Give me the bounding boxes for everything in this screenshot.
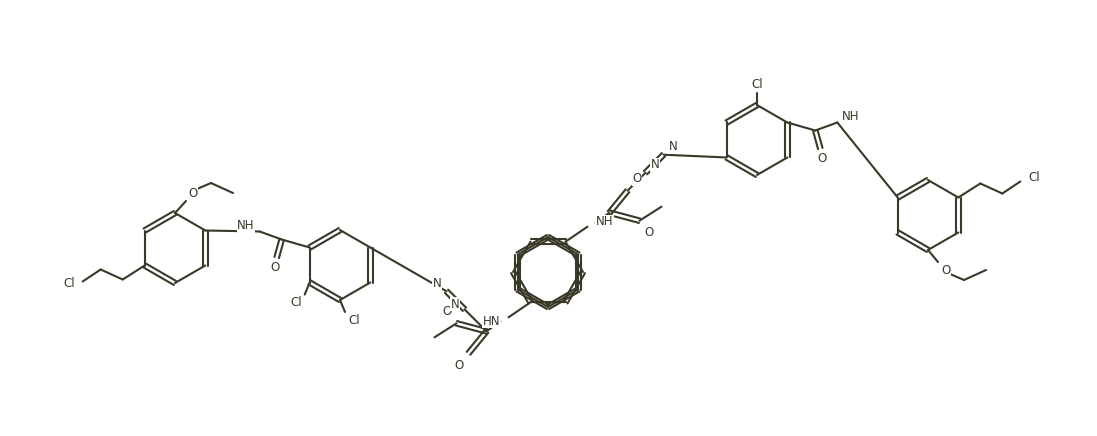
Text: Cl: Cl — [751, 78, 762, 92]
Text: O: O — [645, 226, 654, 239]
Text: O: O — [941, 263, 951, 276]
Text: Cl: Cl — [290, 296, 302, 309]
Text: Cl: Cl — [348, 313, 360, 327]
Text: N: N — [432, 277, 441, 290]
Text: O: O — [454, 359, 464, 372]
Text: Cl: Cl — [1028, 171, 1040, 184]
Text: N: N — [651, 158, 659, 171]
Text: Cl: Cl — [63, 277, 75, 290]
Text: NH: NH — [237, 219, 255, 232]
Text: NH: NH — [842, 110, 860, 123]
Text: N: N — [451, 298, 460, 311]
Text: NH: NH — [596, 215, 613, 228]
Text: O: O — [442, 305, 452, 318]
Text: O: O — [270, 261, 280, 274]
Text: O: O — [189, 187, 197, 200]
Text: O: O — [633, 172, 642, 185]
Text: HN: HN — [483, 315, 500, 328]
Text: O: O — [817, 152, 827, 165]
Text: N: N — [668, 140, 677, 153]
